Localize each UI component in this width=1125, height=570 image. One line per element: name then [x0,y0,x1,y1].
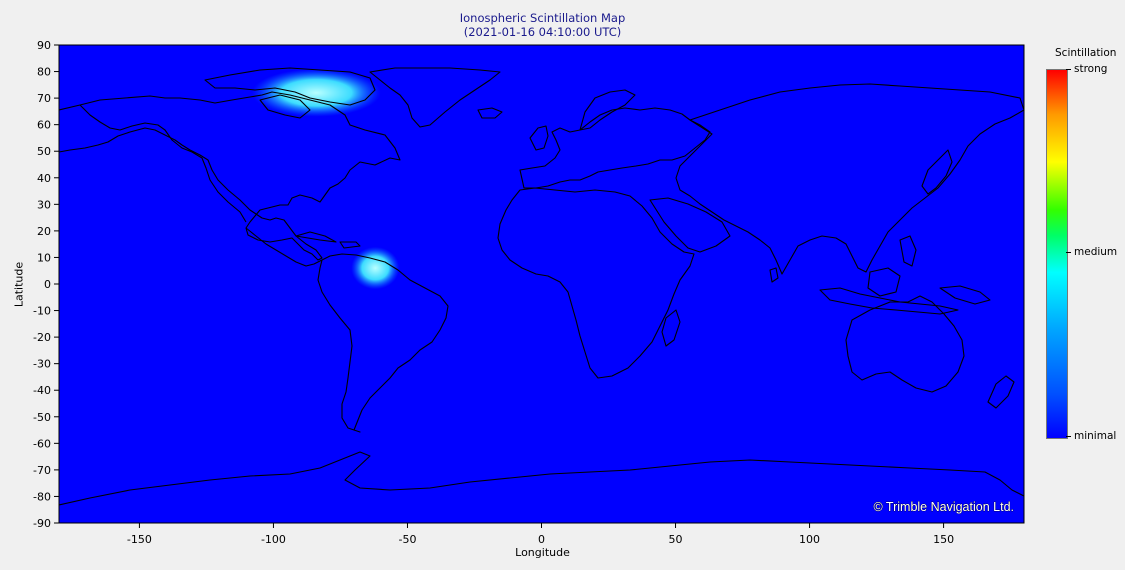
coast-europe [519,107,711,189]
map-title: Ionospheric Scintillation Map (2021-01-1… [0,11,1085,39]
map-title-line1: Ionospheric Scintillation Map [459,11,626,25]
legend-label-strong: strong [1074,63,1108,75]
coast-japan [921,149,953,195]
coast-sri-lanka [769,267,779,283]
coast-scandinavia [579,89,636,131]
coast-africa [497,187,695,379]
y-tick-label: -70 [33,464,51,477]
x-tick-label: 50 [669,533,683,546]
coast-asia [675,83,1024,275]
coast-philippines [899,235,917,267]
y-tick-label: 40 [37,172,51,185]
coast-arabia [649,197,731,253]
y-tick-label: -20 [33,331,51,344]
coast-uk [529,125,549,151]
legend-title: Scintillation [1055,47,1117,59]
x-tick-label: 150 [933,533,954,546]
coast-madagascar [661,309,681,347]
y-tick-label: 20 [37,225,51,238]
coast-alaska [79,104,247,223]
x-tick-label: -50 [398,533,416,546]
legend-tick-strong [1066,69,1071,70]
y-tick-label: 10 [37,251,51,264]
legend-tick-medium [1066,252,1071,253]
coast-new-zealand [987,375,1015,409]
y-axis-ticks: 90 80 70 60 50 40 30 20 10 0 -10 -20 -30 -40 -50 -60 -70… [33,39,59,530]
y-tick-label: 0 [44,278,51,291]
map-title-line2: (2021-01-16 04:10:00 UTC) [463,25,622,39]
coast-central-america [245,227,323,267]
y-tick-label: -40 [33,384,51,397]
scintillation-hotspot [252,68,381,117]
coast-new-guinea [939,285,991,305]
coast-greenland [369,67,501,128]
x-tick-label: -150 [127,533,152,546]
coast-borneo [867,267,901,297]
y-tick-label: -10 [33,305,51,318]
coast-antarctica [59,451,1024,506]
coast-iceland [477,107,503,119]
y-tick-label: -90 [33,517,51,530]
coast-north-america [59,91,401,261]
y-tick-label: 80 [37,66,51,79]
coastlines [59,67,1024,506]
coast-cuba [295,231,337,243]
y-tick-label: -30 [33,358,51,371]
y-tick-label: 60 [37,119,51,132]
coast-arctic-islands-2 [259,94,311,119]
x-tick-label: 0 [538,533,545,546]
coast-south-america [317,253,449,433]
copyright-notice: © Trimble Navigation Ltd. [873,500,1014,514]
x-axis-ticks: -150 -100 -50 0 50 100 150 [127,523,954,546]
coast-indonesia [819,287,959,315]
coast-arctic-islands [204,67,376,106]
y-tick-label: 30 [37,198,51,211]
y-tick-label: 70 [37,92,51,105]
y-tick-label: 90 [37,39,51,52]
legend-color-bar [1046,69,1068,439]
x-axis-label: Longitude [515,546,570,559]
legend-label-minimal: minimal [1074,430,1117,442]
x-tick-label: 100 [799,533,820,546]
coast-australia [845,295,965,393]
legend-tick-minimal [1066,436,1071,437]
coast-hispaniola [339,241,361,249]
y-tick-label: -50 [33,411,51,424]
scintillation-hotspot [351,246,400,290]
y-tick-label: 50 [37,145,51,158]
legend-label-medium: medium [1074,246,1118,258]
x-tick-label: -100 [261,533,286,546]
y-tick-label: -80 [33,490,51,503]
ocean-background [59,45,1024,523]
y-tick-label: -60 [33,437,51,450]
y-axis-label: Latitude [12,261,26,308]
